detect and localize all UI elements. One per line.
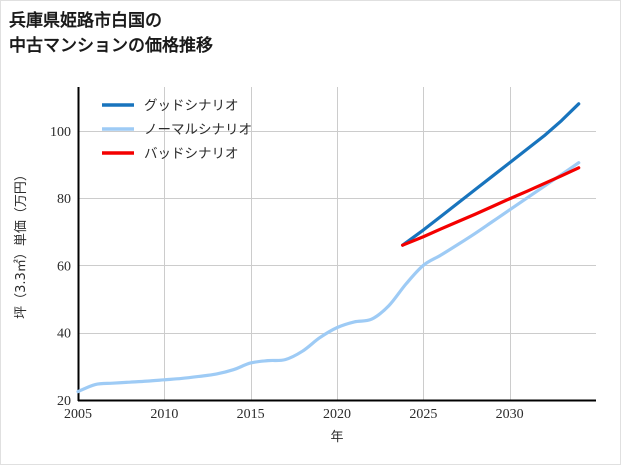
gridlines-group [78, 87, 596, 401]
y-axis-title: 坪（3.3㎡）単価（万円） [13, 168, 29, 319]
chart-title-line-2: 中古マンションの価格推移 [9, 36, 213, 56]
y-tick-label: 60 [57, 259, 71, 274]
series-line [76, 161, 581, 394]
legend-label: ノーマルシナリオ [144, 122, 252, 137]
x-tick-label: 2020 [323, 407, 351, 422]
y-tick-label: 80 [57, 192, 71, 207]
legend-label: グッドシナリオ [144, 98, 239, 113]
axis-lines-group [77, 87, 596, 402]
y-axis-title-text: 坪（3.3㎡）単価（万円） [13, 168, 29, 319]
series-line [401, 166, 581, 247]
y-tick-label: 40 [57, 327, 71, 342]
x-tick-labels-group: 2005 2010 2015 2020 2025 2030 [64, 407, 524, 422]
x-axis-title: 年 [330, 430, 343, 445]
chart-title: 兵庫県姫路市白国の 中古マンションの価格推移 [9, 9, 569, 59]
x-tick-label: 2010 [150, 407, 178, 422]
series-group [76, 102, 581, 394]
y-tick-label: 100 [50, 125, 71, 140]
chart-title-line-1: 兵庫県姫路市白国の [9, 11, 162, 31]
x-tick-label: 2015 [237, 407, 265, 422]
series-line [401, 102, 581, 247]
y-tick-label: 20 [57, 394, 71, 409]
x-tick-label: 2030 [496, 407, 524, 422]
x-tick-label: 2005 [64, 407, 92, 422]
x-tick-label: 2025 [409, 407, 437, 422]
legend-label: バッドシナリオ [144, 146, 239, 161]
y-tick-labels-group: 20 40 60 80 100 [50, 125, 71, 409]
